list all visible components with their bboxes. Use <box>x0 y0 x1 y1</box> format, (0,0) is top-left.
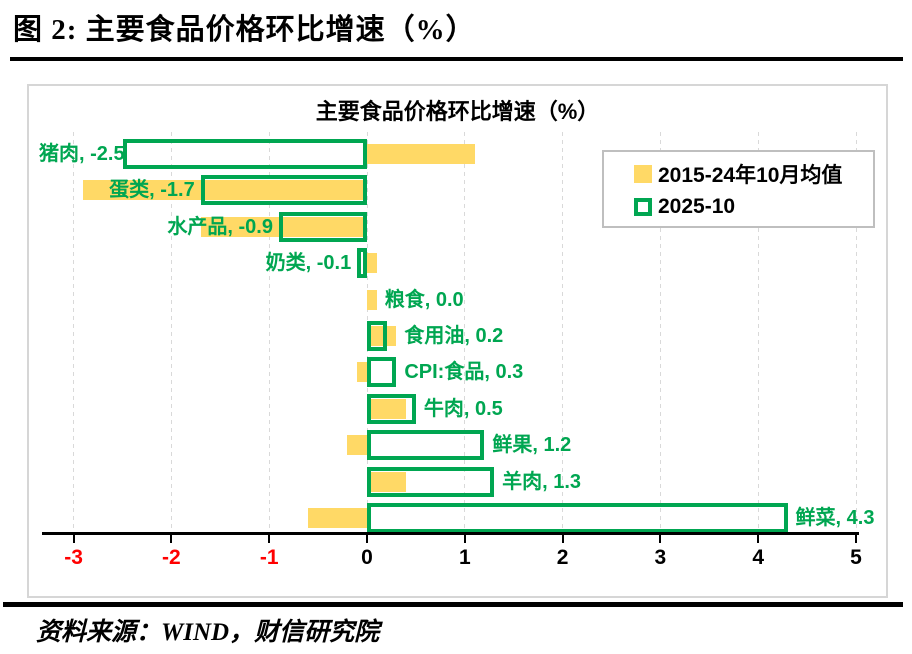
chart: 主要食品价格环比增速（%） 猪肉, -2.5 蛋类, -1.7 水产品, -0.9 奶… <box>27 84 888 598</box>
legend-swatch-average <box>634 164 652 183</box>
plot-area: 猪肉, -2.5 蛋类, -1.7 水产品, -0.9 奶类, -0.1 粮食, 0.0… <box>29 86 886 596</box>
x-tick-label-3: 3 <box>654 546 667 569</box>
x-tick-label-2: 2 <box>556 546 569 569</box>
bar-label-9: 羊肉, 1.3 <box>502 470 582 493</box>
legend-item-average: 2015-24年10月均值 <box>634 159 873 189</box>
x-axis-line <box>42 532 859 535</box>
bar-label-2: 水产品, -0.9 <box>167 215 273 238</box>
bar-label-6: CPI:食品, 0.3 <box>404 361 524 384</box>
x-tick-label-4: 4 <box>752 546 765 569</box>
x-tick-1 <box>463 532 466 543</box>
bar-label-5: 食用油, 0.2 <box>404 325 504 347</box>
x-tick--1 <box>268 532 271 543</box>
current-bar-10 <box>367 503 788 533</box>
avg-bar-2 <box>200 216 367 237</box>
x-tick--3 <box>72 532 75 543</box>
avg-bar-10 <box>308 508 367 528</box>
current-bar-8 <box>367 430 485 461</box>
gridline--3 <box>73 132 75 532</box>
current-bar-2 <box>278 211 367 242</box>
x-tick-3 <box>659 532 662 543</box>
legend-item-2025-10: 2025-10 <box>634 195 873 219</box>
current-bar-5 <box>367 321 387 351</box>
bar-label-10: 鲜菜, 4.3 <box>795 507 875 529</box>
x-tick-label-5: 5 <box>850 546 862 569</box>
avg-bar-4 <box>367 289 377 310</box>
bar-label-0: 猪肉, -2.5 <box>39 143 125 165</box>
current-bar-3 <box>357 248 367 279</box>
x-tick-5 <box>855 532 857 543</box>
gridline-5 <box>855 132 857 532</box>
avg-bar-3 <box>367 253 377 274</box>
legend: 2015-24年10月均值 2025-10 <box>602 150 875 228</box>
avg-bar-7 <box>367 398 407 419</box>
x-tick-0 <box>366 532 368 543</box>
bar-label-4: 粮食, 0.0 <box>384 288 464 311</box>
bar-label-3: 奶类, -0.1 <box>265 252 352 275</box>
x-tick-4 <box>757 532 760 543</box>
gridline-1 <box>464 132 466 532</box>
current-bar-6 <box>367 357 397 388</box>
x-tick--2 <box>170 532 173 543</box>
avg-bar-9 <box>367 471 407 492</box>
x-tick-label--2: -2 <box>162 546 181 569</box>
current-bar-0 <box>122 139 367 169</box>
avg-bar-8 <box>347 435 367 456</box>
gridline-2 <box>562 132 564 532</box>
bar-label-7: 牛肉, 0.5 <box>423 397 503 420</box>
current-bar-1 <box>200 175 367 206</box>
x-tick-label--1: -1 <box>259 546 279 569</box>
legend-label-2025-10: 2025-10 <box>658 195 736 219</box>
gridline-4 <box>757 132 759 532</box>
gridline--2 <box>170 132 172 532</box>
x-tick-label-0: 0 <box>361 546 373 569</box>
avg-bar-6 <box>357 362 367 383</box>
top-divider <box>10 57 903 61</box>
current-bar-9 <box>367 466 495 497</box>
bar-label-1: 蛋类, -1.7 <box>109 179 195 202</box>
source-note: 资料来源：WIND，财信研究院 <box>36 619 380 646</box>
x-tick-label--3: -3 <box>64 546 83 569</box>
bar-label-8: 鲜果, 1.2 <box>492 434 572 457</box>
chart-title: 主要食品价格环比增速（%） <box>315 99 600 124</box>
x-tick-label-1: 1 <box>458 546 471 569</box>
current-bar-7 <box>367 393 416 424</box>
avg-bar-5 <box>367 326 397 346</box>
legend-label-average: 2015-24年10月均值 <box>658 163 843 187</box>
bottom-divider <box>3 602 903 607</box>
legend-swatch-2025-10 <box>634 198 652 217</box>
x-tick-2 <box>561 532 564 543</box>
avg-bar-0 <box>367 144 475 164</box>
avg-bar-1 <box>83 180 367 201</box>
figure-caption: 图 2: 主要食品价格环比增速（%） <box>13 14 476 46</box>
gridline-3 <box>659 132 661 532</box>
gridline--1 <box>268 132 270 532</box>
